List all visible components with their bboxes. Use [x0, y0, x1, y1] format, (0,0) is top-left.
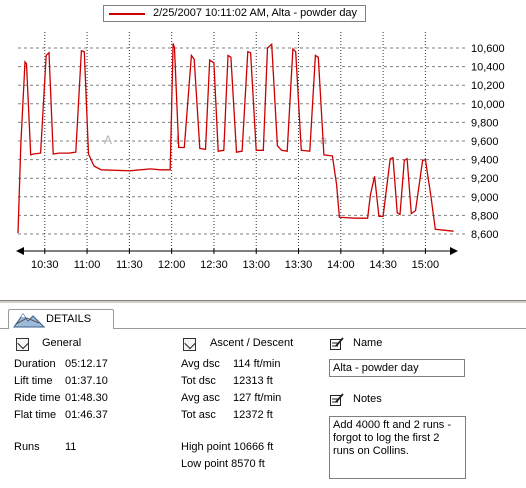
x-tick-label: 12:30 — [200, 259, 228, 271]
ride-time-label: Ride time — [14, 392, 61, 404]
watermark-letter: l — [176, 133, 179, 147]
x-tick-label: 14:00 — [327, 259, 355, 271]
runs-value: 11 — [65, 441, 77, 453]
y-tick-label: 10,200 — [471, 80, 505, 92]
tot-dsc-value: 12313 ft — [233, 375, 273, 387]
y-tick-label: 8,600 — [471, 229, 499, 241]
flat-time-label: Flat time — [14, 409, 57, 421]
x-tick-label: 13:00 — [242, 259, 270, 271]
flat-time-value: 01:46.37 — [65, 409, 108, 421]
x-tick-label: 14:30 — [369, 259, 397, 271]
duration-label: Duration — [14, 358, 56, 370]
x-tick-label: 15:00 — [412, 259, 440, 271]
tab-rule — [114, 328, 526, 329]
ascent-section-icon — [183, 338, 196, 351]
legend-label: 2/25/2007 10:11:02 AM, Alta - powder day — [153, 7, 358, 19]
notes-edit-icon — [330, 393, 344, 406]
y-tick-label: 9,800 — [471, 117, 499, 129]
details-panel: DETAILS General Duration 05:12.17 Lift t… — [0, 300, 526, 488]
panel-divider[interactable] — [0, 300, 526, 303]
notes-field[interactable]: Add 4000 ft and 2 runs - forgot to log t… — [329, 416, 466, 479]
chart-legend: 2/25/2007 10:11:02 AM, Alta - powder day — [103, 5, 366, 22]
x-axis-left-arrow — [16, 247, 24, 255]
tot-asc-label: Tot asc — [181, 409, 216, 421]
tab-details[interactable]: DETAILS — [8, 309, 114, 329]
avg-asc-value: 127 ft/min — [233, 392, 282, 404]
y-tick-label: 10,600 — [471, 43, 505, 55]
elevation-chart: 8,600 8,800 9,000 9,200 9,400 9,600 9,800 10,00… — [16, 5, 505, 271]
ride-time-value: 01:48.30 — [65, 392, 108, 404]
mountain-icon — [13, 313, 45, 328]
tab-rule — [0, 328, 8, 329]
notes-title: Notes — [353, 393, 382, 405]
elevation-series-line — [17, 42, 454, 234]
x-tick-label: 13:30 — [285, 259, 313, 271]
y-tick-label: 9,600 — [471, 136, 499, 148]
x-tick-label: 10:30 — [31, 259, 59, 271]
x-tick-label: 11:30 — [116, 259, 143, 271]
name-title: Name — [353, 337, 383, 349]
avg-dsc-label: Avg dsc — [181, 358, 220, 370]
ascent-title: Ascent / Descent — [210, 337, 294, 349]
x-tick-label: 12:00 — [158, 259, 186, 271]
watermark-letter: t — [248, 133, 252, 147]
name-edit-icon — [330, 337, 344, 350]
high-point-text: High point 10666 ft — [181, 441, 274, 453]
y-tick-label: 9,400 — [471, 155, 499, 167]
y-tick-label: 9,000 — [471, 192, 499, 204]
y-tick-label: 8,800 — [471, 210, 499, 222]
lift-time-label: Lift time — [14, 375, 53, 387]
x-tick-label: 11:00 — [74, 259, 101, 271]
general-title: General — [42, 337, 82, 349]
watermark-letter: A — [104, 133, 112, 147]
y-tick-label: 10,000 — [471, 99, 505, 111]
y-tick-label: 10,400 — [471, 62, 505, 74]
lift-time-value: 01:37.10 — [65, 375, 108, 387]
duration-value: 05:12.17 — [65, 358, 108, 370]
avg-dsc-value: 114 ft/min — [233, 358, 281, 370]
elevation-chart-svg: 8,600 8,800 9,000 9,200 9,400 9,600 9,800 10,00… — [16, 32, 505, 271]
tot-dsc-label: Tot dsc — [181, 375, 216, 387]
general-section-icon — [16, 338, 29, 351]
tab-details-label: DETAILS — [46, 313, 92, 325]
x-axis-right-arrow — [450, 247, 458, 255]
runs-label: Runs — [14, 441, 40, 453]
low-point-text: Low point 8570 ft — [181, 458, 265, 470]
legend-swatch — [109, 13, 145, 15]
y-tick-label: 9,200 — [471, 173, 499, 185]
avg-asc-label: Avg asc — [181, 392, 220, 404]
name-field[interactable]: Alta - powder day — [329, 359, 465, 377]
tot-asc-value: 12372 ft — [233, 409, 273, 421]
